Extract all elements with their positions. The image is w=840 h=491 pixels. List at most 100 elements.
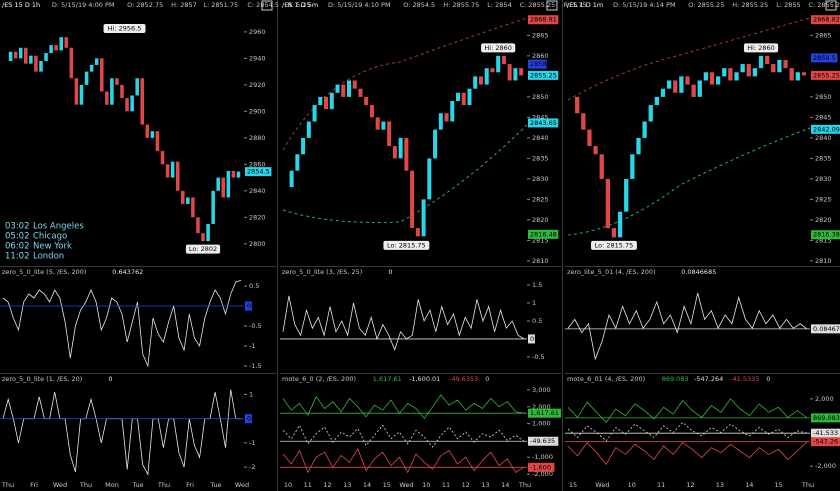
candle xyxy=(140,78,145,125)
y-tick-label: 2845 xyxy=(532,113,549,121)
candle xyxy=(115,78,119,85)
y-tick-label: -2,000 xyxy=(532,470,553,478)
price-tag xyxy=(811,53,838,63)
candle xyxy=(13,51,18,59)
candle xyxy=(191,197,195,218)
y-tick-label: 1,000 xyxy=(532,420,551,428)
candle xyxy=(155,131,160,152)
x-tick-label: Wed xyxy=(235,481,249,489)
x-tick-label: 13 xyxy=(716,481,724,489)
y-tick-label: -0.5 xyxy=(249,322,262,330)
price-tag xyxy=(528,436,559,446)
candle xyxy=(392,146,397,159)
x-tick-label: 11 xyxy=(304,481,312,489)
candle xyxy=(358,88,363,97)
candle xyxy=(295,154,300,171)
hi-lo-box xyxy=(185,244,221,254)
candle xyxy=(318,96,323,106)
candle xyxy=(324,96,329,110)
candle xyxy=(201,233,205,242)
candle xyxy=(236,171,241,178)
candle xyxy=(777,59,782,73)
y-tick-label: 2940 xyxy=(249,54,266,62)
y-tick-label: 2840 xyxy=(815,134,832,142)
candle xyxy=(94,58,99,65)
candle xyxy=(216,177,220,191)
indicator-title: zero_lite_5_01 (4, /ES, 200) xyxy=(567,268,656,276)
candle xyxy=(507,64,512,81)
candle xyxy=(329,92,334,110)
candle xyxy=(467,88,472,106)
price-tag-label: 2816.38 xyxy=(813,231,840,239)
candle xyxy=(375,117,380,130)
x-tick-label: 14 xyxy=(501,481,509,489)
candle xyxy=(39,61,43,72)
x-tick-label: Thu xyxy=(1,481,14,489)
y-tick-label: 2825 xyxy=(815,195,832,203)
indicator-field: -547.264 xyxy=(694,375,723,383)
candle xyxy=(84,71,89,85)
indicator-field: 0.643762 xyxy=(112,268,143,276)
price-tag xyxy=(811,230,840,240)
candle xyxy=(165,164,170,178)
candle xyxy=(801,72,807,76)
candle xyxy=(196,217,200,234)
candle xyxy=(679,76,684,93)
clock-time: 05:02 xyxy=(5,232,30,242)
hi-lo-box xyxy=(481,43,516,53)
x-tick-label: 15 xyxy=(774,481,782,489)
panel-button[interactable] xyxy=(546,0,558,11)
candle xyxy=(346,80,351,97)
price-tag xyxy=(528,334,535,344)
panel-button[interactable] xyxy=(825,0,837,11)
header-field: H: 2857 xyxy=(171,1,197,9)
symbol: /ES 15 D 1h xyxy=(2,1,40,9)
candle xyxy=(450,100,455,122)
candle xyxy=(145,124,150,138)
clock-city: London xyxy=(33,252,64,262)
header-field: L: 2854 xyxy=(487,1,511,9)
y-tick-label: 2840 xyxy=(249,187,266,195)
header-field: H: 2855.25 xyxy=(732,1,768,9)
candle xyxy=(496,55,501,73)
y-tick-label: 2860 xyxy=(532,52,549,60)
indicator-line xyxy=(567,441,808,466)
candle xyxy=(673,80,678,93)
candle xyxy=(444,113,449,122)
price-tag-label: 2868.81 xyxy=(530,16,557,24)
candle xyxy=(150,131,155,138)
price-tag-label: 0 xyxy=(247,415,251,423)
price-tag xyxy=(811,437,840,447)
header-field: O: 2852.75 xyxy=(127,1,163,9)
indicator-field: 0 xyxy=(388,268,392,276)
candle xyxy=(64,37,69,48)
indicator-title: zero_5_0_lite (5, /ES, 200) xyxy=(2,268,86,276)
clock-time: 06:02 xyxy=(5,242,30,252)
x-tick-label: Tue xyxy=(209,481,221,489)
price-tag-label: 2868.82 xyxy=(813,16,840,24)
y-tick-label: 2815 xyxy=(532,236,549,244)
y-tick-label: 1.5 xyxy=(532,281,542,289)
x-tick-label: Fri xyxy=(30,481,38,489)
indicator-line xyxy=(282,295,525,351)
symbol: /ES 1 D 1m xyxy=(567,1,603,9)
price-tag-label: 2842.09 xyxy=(813,125,840,133)
candle xyxy=(581,113,586,130)
x-tick-label: 12 xyxy=(323,481,331,489)
candle xyxy=(364,96,369,106)
candle xyxy=(593,146,598,155)
panel-button[interactable] xyxy=(261,0,273,11)
y-tick-label: 2960 xyxy=(249,28,266,36)
candle xyxy=(666,80,672,89)
y-tick-label: 1 xyxy=(532,299,536,307)
header-field: R: 5.25 xyxy=(288,1,311,9)
price-tag-label: 2855.25 xyxy=(530,71,557,79)
candle xyxy=(501,55,506,65)
indicator-field: 0 xyxy=(766,375,770,383)
y-tick-label: 2800 xyxy=(249,240,266,248)
hi-lo-box xyxy=(591,240,637,250)
price-tag xyxy=(811,413,840,423)
header-field: D: 5/15/19 4:14 PM xyxy=(613,1,676,9)
candle xyxy=(24,47,28,64)
indicator-line xyxy=(567,421,808,442)
